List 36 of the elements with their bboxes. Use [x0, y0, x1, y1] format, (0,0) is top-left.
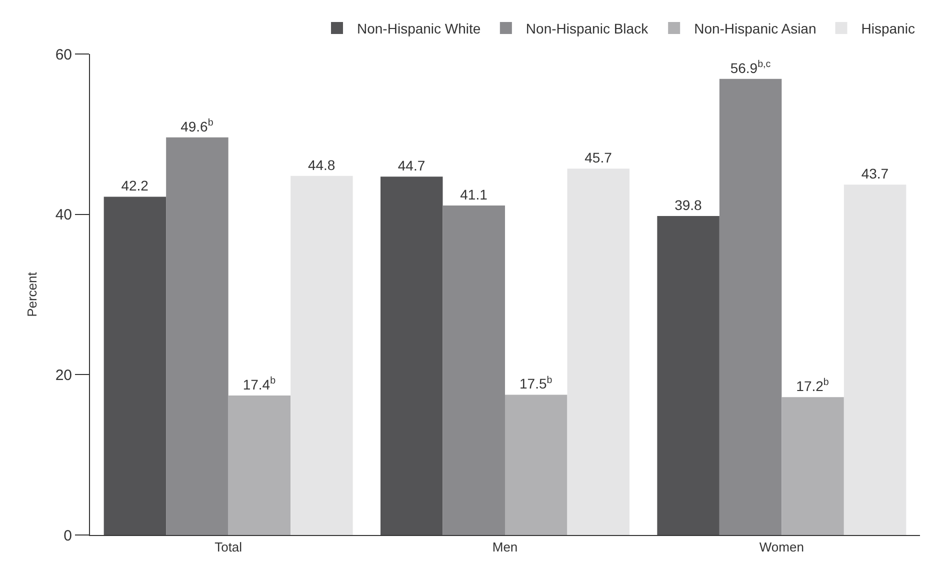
legend-label: Non-Hispanic Black — [526, 20, 650, 36]
data-label: 17.5$^{b}$ — [520, 374, 553, 392]
x-tick-label: Total — [214, 540, 242, 555]
bar — [166, 137, 228, 535]
bar — [719, 78, 782, 535]
legend-label: Non-Hispanic Asian — [694, 20, 816, 36]
y-axis-title: Percent — [24, 272, 40, 317]
legend-label: Hispanic — [861, 20, 915, 36]
bar — [380, 176, 443, 535]
bar — [290, 176, 353, 535]
data-label: 49.6$^{b}$ — [180, 117, 214, 134]
legend-label: Non-Hispanic White — [357, 20, 481, 36]
data-label: 56.9$^{b,c}$ — [730, 58, 771, 76]
bar — [505, 394, 568, 535]
data-label: 41.1 — [460, 186, 488, 203]
data-label: 39.8 — [674, 196, 702, 213]
x-tick-label: Men — [492, 540, 518, 555]
y-tick-label: 60 — [55, 46, 72, 64]
bar — [104, 196, 166, 535]
bar — [844, 184, 906, 535]
bar — [567, 168, 630, 535]
data-label: 44.7 — [398, 158, 426, 174]
y-tick-label: 40 — [55, 206, 72, 224]
data-label: 45.7 — [584, 150, 612, 166]
data-label: 43.7 — [861, 166, 889, 182]
bar — [782, 397, 844, 535]
bar — [657, 216, 720, 535]
data-label: 44.8 — [308, 156, 336, 173]
bar — [442, 206, 505, 535]
data-label: 17.4$^{b}$ — [242, 376, 276, 393]
bar — [228, 396, 291, 535]
data-label: 42.2 — [121, 178, 149, 194]
y-tick-label: 0 — [64, 527, 72, 544]
x-tick-label: Women — [759, 540, 804, 555]
data-label: 17.2$^{b}$ — [796, 377, 830, 394]
y-tick-label: 20 — [55, 366, 72, 384]
